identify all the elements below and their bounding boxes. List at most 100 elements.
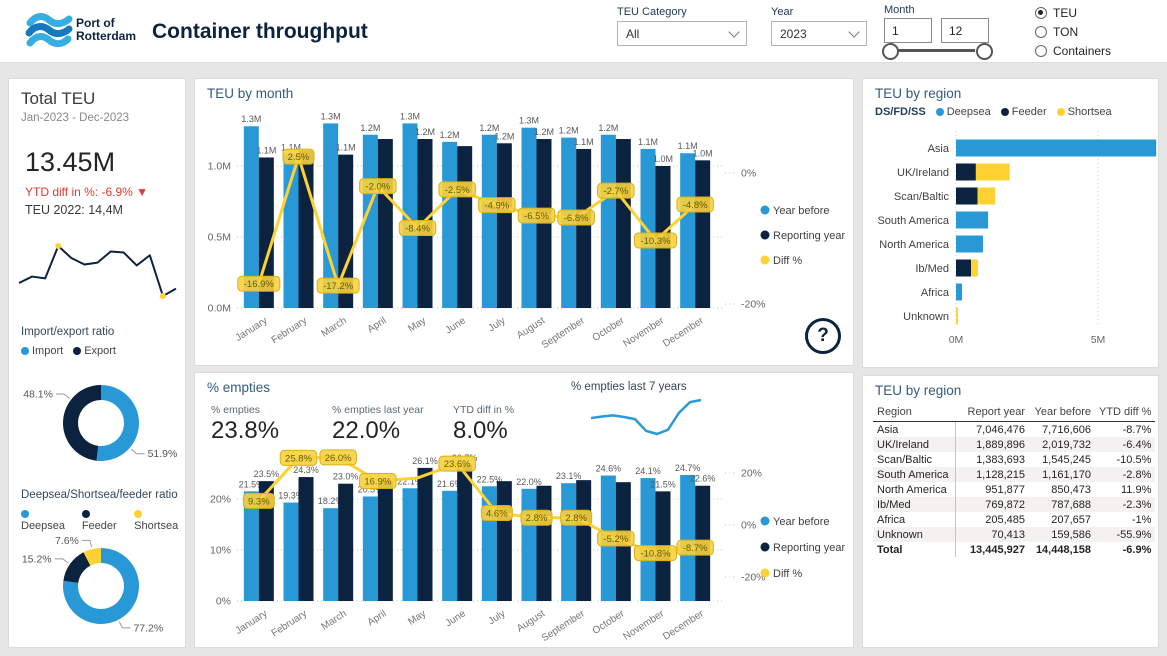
donut-slice-deepsea[interactable] (62, 548, 139, 624)
svg-text:Reporting year: Reporting year (773, 542, 845, 554)
region-bar-segment-shortsea[interactable] (971, 259, 978, 277)
x-axis-tick: 5M (1091, 334, 1106, 346)
month-to-input[interactable]: 12 (941, 18, 989, 43)
bar-year-before[interactable] (362, 496, 378, 601)
pct-empties-title: % empties (207, 380, 271, 395)
month-from-input[interactable]: 1 (884, 18, 932, 43)
bar-value-label: 1.2M (559, 126, 579, 136)
region-bar-segment-deepsea[interactable] (956, 211, 989, 229)
bar-reporting-year[interactable] (338, 154, 354, 308)
help-button[interactable]: ? (805, 318, 841, 354)
month-slider-handle-left[interactable] (882, 43, 899, 60)
bar-value-label: 21.6% (437, 479, 463, 489)
legend-prefix: DS/FD/SS (875, 106, 926, 118)
bar-value-label: 1.2M (534, 127, 554, 137)
bar-reporting-year[interactable] (417, 467, 433, 601)
teu-by-region-chart: 0M 5M Asia UK/Ireland Scan/Baltic South Ameri… (877, 131, 1157, 346)
bar-year-before[interactable] (680, 475, 696, 601)
region-bar-segment-deepsea[interactable] (956, 139, 1157, 157)
bar-year-before[interactable] (600, 134, 616, 308)
month-range-slider-track[interactable] (895, 49, 975, 52)
region-bar-segment-deepsea[interactable] (956, 235, 983, 253)
y2-axis-tick: 20% (741, 468, 762, 480)
diff-badge: -2.5% (438, 181, 476, 198)
bar-year-before[interactable] (283, 502, 299, 601)
bar-reporting-year[interactable] (496, 481, 512, 601)
bar-reporting-year[interactable] (576, 480, 592, 601)
donut-slice-import[interactable] (96, 385, 139, 461)
bar-year-before[interactable] (640, 148, 656, 308)
kpi-label-empties: % empties (211, 404, 261, 416)
bar-reporting-year[interactable] (298, 477, 314, 601)
table-row: North America 951,877 850,473 11.9% (873, 482, 1155, 497)
bar-reporting-year[interactable] (576, 148, 592, 308)
bar-year-before[interactable] (323, 123, 339, 309)
svg-text:Diff %: Diff % (773, 568, 802, 580)
region-bar-segment-feeder[interactable] (956, 163, 976, 181)
bar-value-label: 1.1M (281, 143, 301, 153)
bar-year-before[interactable] (362, 134, 378, 308)
unit-radio-ton[interactable]: TON (1035, 25, 1078, 39)
bar-year-before[interactable] (323, 508, 339, 601)
table-cell: 205,485 (954, 512, 1029, 527)
bar-reporting-year[interactable] (695, 160, 711, 308)
bar-year-before[interactable] (243, 491, 259, 601)
bar-year-before[interactable] (680, 153, 696, 308)
svg-text:Year before: Year before (773, 516, 829, 528)
table-cell: UK/Ireland (877, 438, 929, 451)
diff-badge: -6.8% (557, 209, 595, 226)
bar-value-label: 22.0% (516, 477, 542, 487)
bar-value-label: 1.1M (638, 137, 658, 147)
bar-year-before[interactable] (521, 488, 537, 601)
bar-reporting-year[interactable] (457, 146, 473, 308)
bar-reporting-year[interactable] (258, 481, 274, 601)
bar-reporting-year[interactable] (377, 139, 393, 308)
donut-slice-feeder[interactable] (63, 552, 91, 583)
x-axis-label: November (621, 315, 666, 350)
bar-reporting-year[interactable] (377, 478, 393, 601)
bar-year-before[interactable] (481, 134, 497, 308)
x-axis-label: September (540, 608, 588, 644)
svg-text:-6.8%: -6.8% (564, 213, 589, 224)
svg-text:2.5%: 2.5% (288, 152, 310, 163)
bar-reporting-year[interactable] (496, 143, 512, 308)
column-header: YTD diff % (1095, 404, 1156, 422)
table-cell: -10.5% (1116, 453, 1152, 466)
bar-year-before[interactable] (442, 141, 458, 308)
bar-year-before[interactable] (561, 483, 577, 601)
year-select[interactable]: 2023 (771, 21, 867, 46)
region-bar-segment-shortsea[interactable] (975, 163, 1010, 181)
diff-badge: 4.6% (480, 505, 513, 522)
x-axis-label: April (366, 608, 389, 628)
bar-reporting-year[interactable] (536, 485, 552, 601)
bar-value-label: 22.5% (477, 474, 503, 484)
bar-reporting-year[interactable] (298, 150, 314, 308)
x-axis-label: July (487, 608, 508, 627)
bar-year-before[interactable] (402, 488, 418, 601)
bar-year-before[interactable] (442, 490, 458, 601)
unit-radio-teu[interactable]: TEU (1035, 6, 1077, 20)
svg-text:Year before: Year before (773, 205, 829, 217)
bar-year-before[interactable] (640, 478, 656, 601)
region-label: Ib/Med (915, 263, 949, 275)
region-bar-segment-feeder[interactable] (956, 187, 978, 205)
region-bar-segment-feeder[interactable] (956, 259, 972, 277)
bar-reporting-year[interactable] (615, 139, 631, 308)
bar-reporting-year[interactable] (457, 464, 473, 601)
teu-category-label: TEU Category (617, 6, 687, 18)
bar-year-before[interactable] (243, 126, 259, 309)
region-bar-segment-deepsea[interactable] (956, 283, 962, 301)
region-bar-segment-shortsea[interactable] (956, 307, 958, 325)
region-label: Africa (921, 287, 950, 299)
bar-reporting-year[interactable] (338, 483, 354, 601)
unit-radio-containers[interactable]: Containers (1035, 44, 1111, 58)
donut-slice-export[interactable] (62, 385, 101, 461)
region-bar-segment-shortsea[interactable] (977, 187, 996, 205)
x-axis-label: February (270, 315, 310, 346)
donut-slice-shortsea[interactable] (83, 548, 101, 566)
month-slider-handle-right[interactable] (976, 43, 993, 60)
bar-year-before[interactable] (402, 123, 418, 309)
column-header: Report year (955, 404, 1029, 422)
svg-text:-17.2%: -17.2% (323, 281, 354, 292)
teu-category-select[interactable]: All (617, 21, 747, 46)
